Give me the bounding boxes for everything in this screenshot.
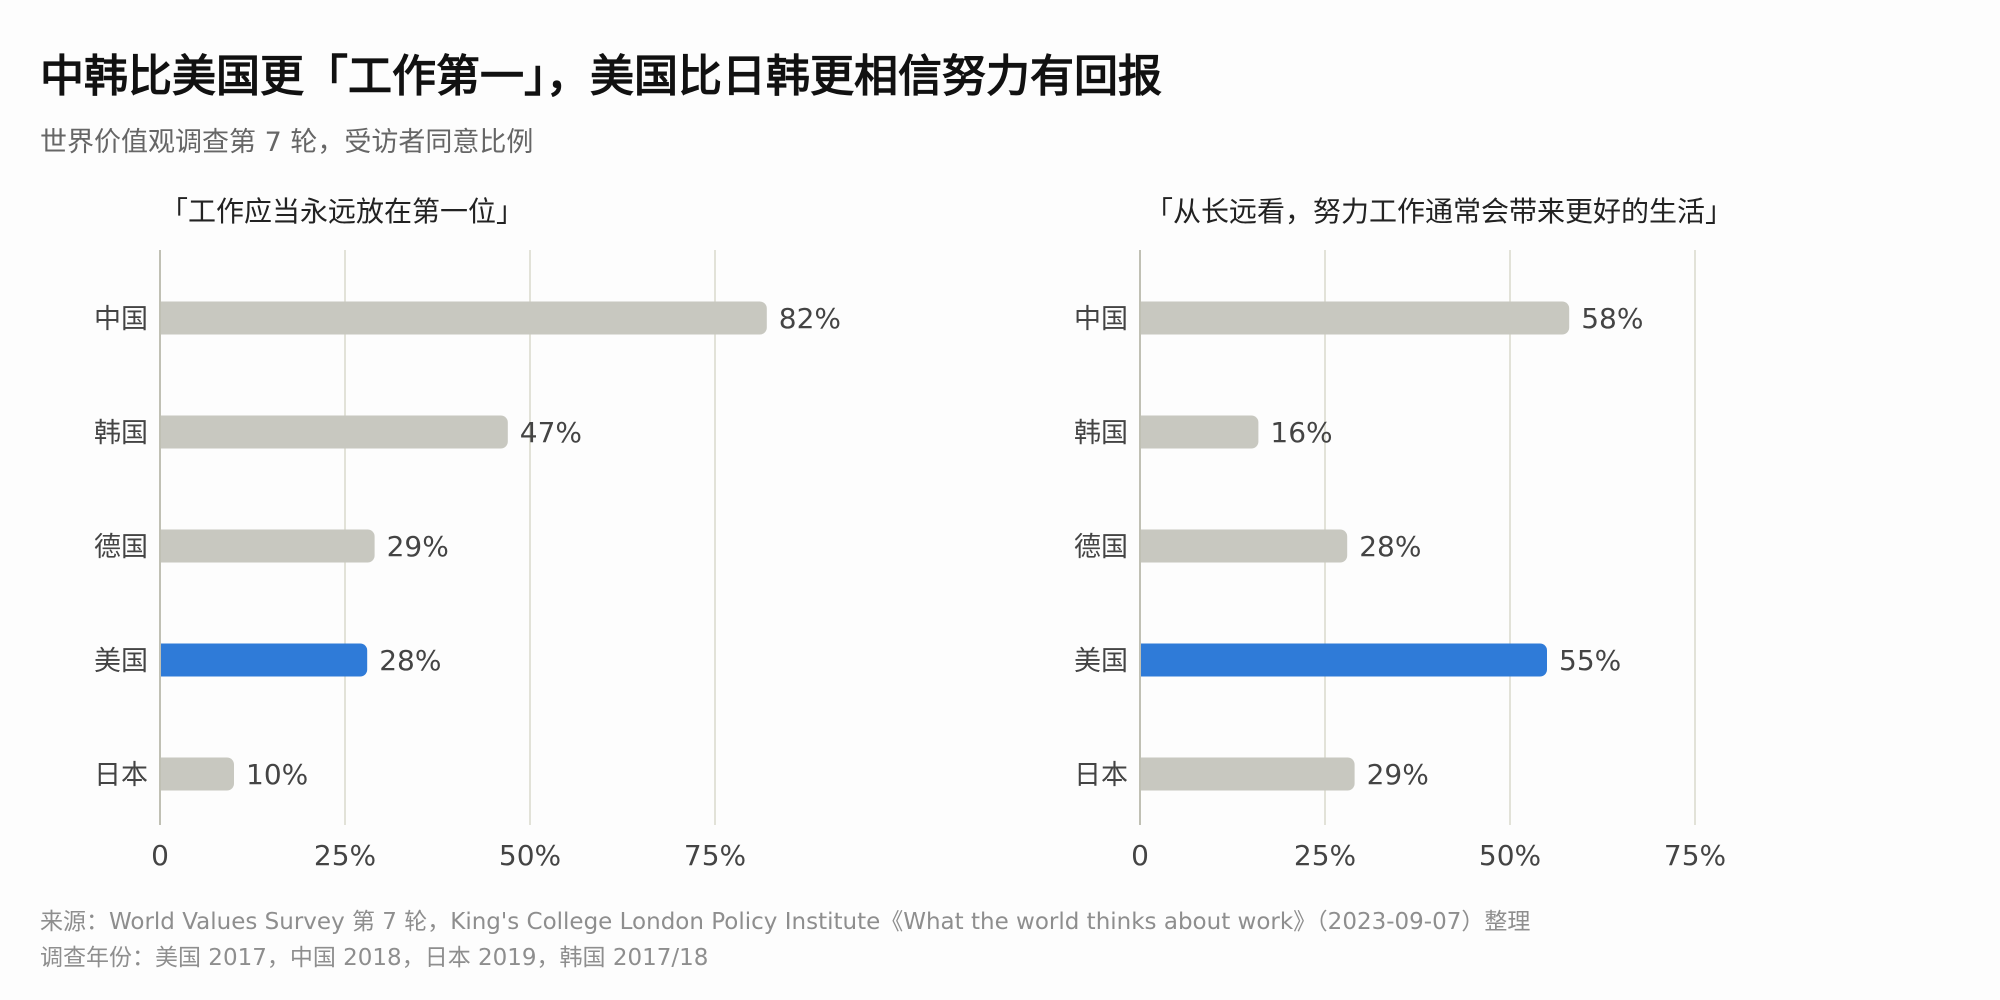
right-x-tick-label: 0 [1131, 839, 1149, 872]
right-x-tick-label: 25% [1294, 839, 1356, 872]
left-bar-4 [161, 757, 234, 791]
right-bar-2-base [1141, 529, 1151, 563]
right-category-label: 德国 [1074, 532, 1128, 563]
chart-subtitle: 世界价值观调查第 7 轮，受访者同意比例 [40, 127, 534, 158]
right-bar-3 [1141, 643, 1547, 677]
survey-years-note: 调查年份：美国 2017，中国 2018，日本 2019，韩国 2017/18 [40, 945, 709, 971]
left-category-label: 美国 [94, 646, 148, 677]
chart-title: 中韩比美国更「工作第一」，美国比日韩更相信努力有回报 [40, 51, 1162, 102]
left-bar-0-base [161, 301, 171, 335]
right-category-label: 美国 [1074, 646, 1128, 677]
left-x-tick-label: 25% [314, 839, 376, 872]
right-value-label: 29% [1367, 758, 1429, 791]
left-bar-1-base [161, 415, 171, 449]
left-bar-chart: 0 25% 50% 75% 中国 82% 韩国 47% 德国 29% 美国 28% 日本 10% [94, 250, 841, 872]
left-category-label: 韩国 [94, 418, 148, 449]
left-value-label: 10% [246, 758, 308, 791]
right-value-label: 16% [1270, 416, 1332, 449]
right-panel-title: 「从长远看，努力工作通常会带来更好的生活」 [1145, 195, 1734, 228]
right-value-label: 28% [1359, 530, 1421, 563]
left-bar-3 [161, 643, 368, 677]
left-bar-2-base [161, 529, 171, 563]
right-bar-1-base [1141, 415, 1151, 449]
left-value-label: 29% [387, 530, 449, 563]
left-x-tick-label: 50% [499, 839, 561, 872]
right-bar-3-base [1141, 643, 1151, 677]
left-category-label: 中国 [94, 304, 148, 335]
left-value-label: 82% [779, 302, 841, 335]
left-x-tick-label: 75% [684, 839, 746, 872]
right-bar-2 [1141, 529, 1348, 563]
right-bar-4-base [1141, 757, 1151, 791]
right-x-tick-label: 75% [1664, 839, 1726, 872]
right-category-label: 中国 [1074, 304, 1128, 335]
right-bar-4 [1141, 757, 1355, 791]
left-bar-2 [161, 529, 375, 563]
left-bar-0 [161, 301, 767, 335]
left-x-tick-label: 0 [151, 839, 169, 872]
left-bar-3-base [161, 643, 171, 677]
left-bar-4-base [161, 757, 171, 791]
right-bar-chart: 0 25% 50% 75% 中国 58% 韩国 16% 德国 28% 美国 55% 日本 29% [1074, 250, 1726, 872]
left-category-label: 日本 [94, 760, 148, 791]
left-panel-title: 「工作应当永远放在第一位」 [160, 195, 525, 228]
right-category-label: 日本 [1074, 760, 1128, 791]
right-category-label: 韩国 [1074, 418, 1128, 449]
left-value-label: 28% [379, 644, 441, 677]
right-bar-1 [1141, 415, 1259, 449]
left-category-label: 德国 [94, 532, 148, 563]
right-bar-0-base [1141, 301, 1151, 335]
right-value-label: 55% [1559, 644, 1621, 677]
right-value-label: 58% [1581, 302, 1643, 335]
left-bar-1 [161, 415, 508, 449]
source-note: 来源：World Values Survey 第 7 轮，King's Coll… [40, 909, 1531, 935]
right-bar-0 [1141, 301, 1570, 335]
left-value-label: 47% [520, 416, 582, 449]
right-x-tick-label: 50% [1479, 839, 1541, 872]
